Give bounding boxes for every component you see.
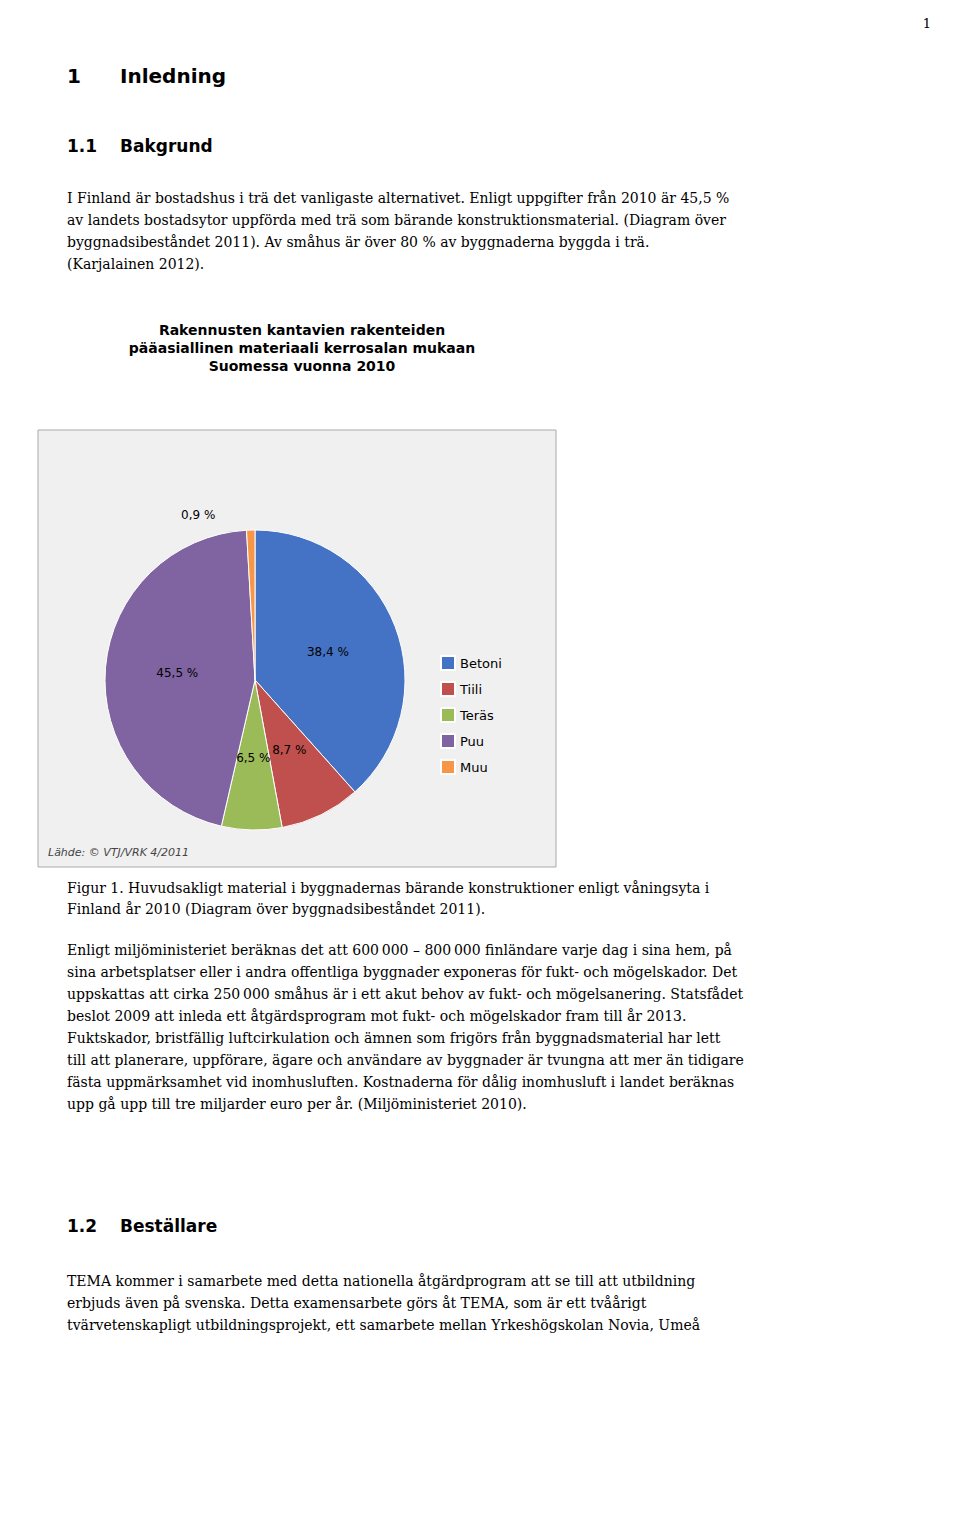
svg-text:1: 1 bbox=[67, 64, 81, 88]
svg-text:TEMA kommer i samarbete med de: TEMA kommer i samarbete med detta nation… bbox=[67, 1273, 695, 1289]
svg-text:Teräs: Teräs bbox=[459, 708, 494, 723]
svg-text:(Karjalainen 2012).: (Karjalainen 2012). bbox=[67, 256, 204, 272]
svg-text:I Finland är bostadshus i trä: I Finland är bostadshus i trä det vanlig… bbox=[67, 190, 729, 206]
svg-text:Lähde: © VTJ/VRK 4/2011: Lähde: © VTJ/VRK 4/2011 bbox=[48, 846, 189, 859]
svg-text:uppskattas att cirka 250 000 s: uppskattas att cirka 250 000 småhus är i… bbox=[67, 986, 743, 1002]
svg-text:Muu: Muu bbox=[460, 760, 488, 775]
svg-text:upp gå upp till tre miljarder: upp gå upp till tre miljarder euro per å… bbox=[67, 1096, 527, 1112]
svg-text:Enligt miljöministeriet beräkn: Enligt miljöministeriet beräknas det att… bbox=[67, 942, 732, 958]
svg-text:Puu: Puu bbox=[460, 734, 484, 749]
svg-text:0,9 %: 0,9 % bbox=[181, 508, 215, 522]
svg-text:byggnadsibeståndet 2011). Av s: byggnadsibeståndet 2011). Av småhus är ö… bbox=[67, 234, 649, 250]
svg-text:Finland år 2010 (Diagram över: Finland år 2010 (Diagram över byggnadsib… bbox=[67, 901, 485, 917]
svg-text:pääasiallinen materiaali kerro: pääasiallinen materiaali kerrosalan muka… bbox=[129, 340, 475, 356]
svg-text:1: 1 bbox=[923, 16, 931, 31]
svg-text:Inledning: Inledning bbox=[120, 64, 226, 88]
svg-text:8,7 %: 8,7 % bbox=[272, 743, 306, 757]
svg-text:sina arbetsplatser eller i and: sina arbetsplatser eller i andra offentl… bbox=[67, 964, 737, 980]
svg-text:45,5 %: 45,5 % bbox=[156, 666, 198, 680]
svg-text:Rakennusten kantavien rakentei: Rakennusten kantavien rakenteiden bbox=[159, 322, 445, 338]
svg-text:1.1: 1.1 bbox=[67, 136, 97, 156]
svg-text:Betoni: Betoni bbox=[460, 656, 502, 671]
svg-text:Suomessa vuonna 2010: Suomessa vuonna 2010 bbox=[209, 358, 396, 374]
svg-text:beslot 2009 att inleda ett åtg: beslot 2009 att inleda ett åtgärdsprogra… bbox=[67, 1008, 686, 1024]
svg-text:till att planerare, uppförare,: till att planerare, uppförare, ägare och… bbox=[67, 1052, 744, 1068]
svg-text:erbjuds även på svenska. Detta: erbjuds även på svenska. Detta examensar… bbox=[67, 1295, 647, 1311]
svg-text:Bakgrund: Bakgrund bbox=[120, 136, 213, 156]
svg-text:1.2: 1.2 bbox=[67, 1216, 97, 1236]
svg-text:Tiili: Tiili bbox=[459, 682, 482, 697]
svg-text:Beställare: Beställare bbox=[120, 1216, 217, 1236]
svg-text:38,4 %: 38,4 % bbox=[307, 645, 349, 659]
svg-text:tvärvetenskapligt utbildningsp: tvärvetenskapligt utbildningsprojekt, et… bbox=[67, 1317, 700, 1333]
svg-text:fästa uppmärksamhet vid inomhu: fästa uppmärksamhet vid inomhusluften. K… bbox=[67, 1074, 734, 1090]
svg-text:Figur 1. Huvudsakligt material: Figur 1. Huvudsakligt material i byggnad… bbox=[67, 880, 710, 896]
svg-text:av landets bostadsytor uppförd: av landets bostadsytor uppförda med trä … bbox=[67, 212, 726, 228]
svg-text:Fuktskador, bristfällig luftci: Fuktskador, bristfällig luftcirkulation … bbox=[67, 1030, 721, 1046]
svg-text:6,5 %: 6,5 % bbox=[236, 751, 270, 765]
